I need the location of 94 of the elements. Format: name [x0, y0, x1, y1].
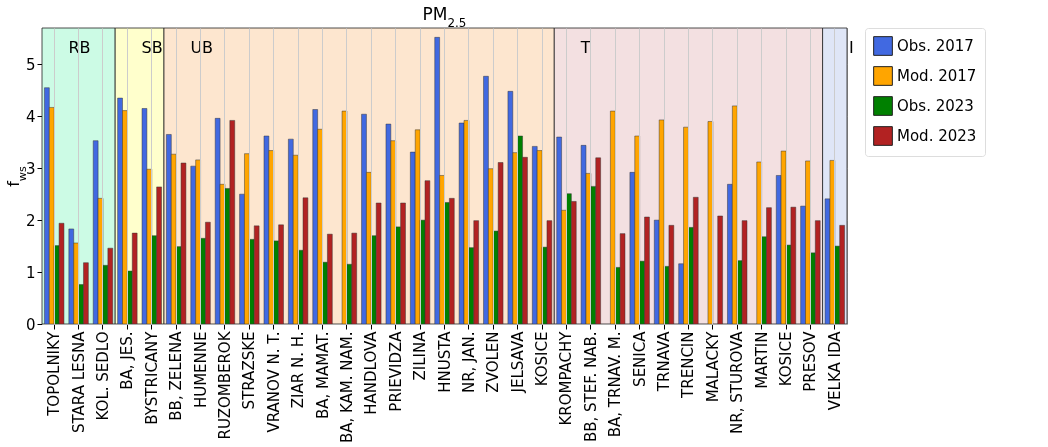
- bar: [131, 232, 138, 325]
- bar: [341, 110, 348, 325]
- x-tick-label: SENICA: [630, 330, 649, 387]
- bar: [375, 202, 382, 325]
- band-label: RB: [68, 38, 91, 57]
- x-tick-label: BB, ZELENA: [167, 330, 186, 421]
- bar: [83, 262, 89, 325]
- x-tick-label: TRENCIN: [679, 331, 698, 399]
- band-label: I: [849, 38, 854, 57]
- bar: [205, 221, 211, 325]
- x-tick-label: ZVOLEN: [484, 331, 503, 393]
- x-tick-label: NR, STUROVA: [728, 330, 747, 434]
- x-tick-label: PRESOV: [801, 330, 820, 392]
- x-tick-label: TRNAVA: [655, 330, 674, 393]
- y-tick-label: 2: [25, 211, 36, 230]
- bar: [507, 91, 514, 325]
- bar: [741, 220, 748, 325]
- bar: [166, 134, 172, 325]
- y-tick-label: 1: [25, 263, 36, 282]
- x-tick-label: BA, JES.: [118, 331, 137, 390]
- bar: [351, 232, 357, 325]
- bar: [483, 75, 489, 325]
- bar: [117, 97, 123, 325]
- x-tick-label: VRANOV N. T.: [264, 331, 283, 433]
- bar: [780, 150, 787, 325]
- x-tick-label: HANDLOVA: [362, 330, 381, 415]
- x-tick-label: BA, KAM. NAM.: [337, 331, 356, 444]
- bar: [449, 198, 455, 325]
- bar: [619, 233, 626, 325]
- bar: [312, 109, 318, 325]
- bar: [497, 162, 504, 325]
- bar: [229, 120, 236, 325]
- y-tick-label: 4: [25, 107, 36, 126]
- x-tick-label: HUMENNE: [191, 331, 210, 409]
- legend-label: Mod. 2023: [897, 127, 977, 145]
- bar: [532, 146, 538, 325]
- x-tick-label: STARA LESNA: [69, 330, 88, 433]
- x-tick-label: HNUSTA: [435, 330, 454, 393]
- x-tick-label: MARTIN: [752, 331, 771, 389]
- bar: [839, 225, 845, 325]
- bar: [756, 161, 762, 325]
- legend-label: Mod. 2017: [897, 67, 977, 85]
- bar: [278, 224, 284, 325]
- x-tick-label: KOSICE: [533, 331, 552, 387]
- bar: [361, 113, 367, 325]
- bar: [44, 87, 50, 325]
- x-tick-label: BA, MAMAT.: [313, 331, 332, 419]
- bar: [400, 202, 406, 325]
- bar: [68, 228, 75, 325]
- y-tick-label: 5: [25, 55, 36, 74]
- chart-title: PM$_{2.5}$: [422, 3, 467, 30]
- x-tick-label: BYSTRICANY: [142, 330, 161, 425]
- bar: [814, 220, 821, 325]
- x-tick-label: JELSAVA: [508, 330, 527, 394]
- bar: [156, 186, 162, 325]
- x-tick-label: KOSICE: [777, 331, 796, 387]
- bar: [766, 207, 772, 325]
- x-tick-label: NR, JAN.: [459, 331, 478, 394]
- bar: [434, 37, 440, 325]
- bar: [141, 108, 148, 325]
- bar: [263, 135, 270, 325]
- bar: [693, 196, 699, 325]
- legend-label: Obs. 2023: [897, 97, 974, 115]
- bar: [253, 225, 260, 325]
- bar: [327, 233, 333, 325]
- y-tick-label: 3: [25, 159, 36, 178]
- bar: [556, 136, 562, 325]
- band-label: SB: [141, 38, 163, 57]
- x-tick-label: PRIEVIDZA: [386, 330, 405, 412]
- bar: [595, 157, 601, 325]
- legend-label: Obs. 2017: [897, 37, 974, 55]
- bar: [707, 121, 714, 325]
- x-tick-label: RUZOMBEROK: [215, 330, 234, 440]
- x-tick-label: BB, STEF. NAB.: [581, 331, 600, 443]
- bar: [385, 123, 392, 325]
- x-tick-label: ZILINA: [411, 330, 430, 381]
- bar: [610, 110, 616, 325]
- y-tick-label: 0: [25, 315, 36, 334]
- x-tick-label: ZIAR N. H.: [289, 331, 308, 409]
- bar: [644, 216, 650, 325]
- bar: [107, 247, 114, 325]
- x-tick-label: KROMPACHY: [557, 330, 576, 426]
- bar: [180, 162, 187, 325]
- x-tick-label: BA, TRNAV. M.: [606, 331, 625, 438]
- x-tick-label: MALACKY: [703, 330, 722, 403]
- x-tick-label: STRAZSKE: [240, 331, 259, 410]
- x-tick-label: TOPOLNIKY: [45, 330, 64, 417]
- band-label: T: [579, 38, 591, 57]
- bar: [288, 138, 294, 325]
- bar: [717, 215, 723, 325]
- bar: [58, 222, 65, 325]
- x-tick-label: KOL. SEDLO: [93, 331, 112, 421]
- bar: [473, 220, 479, 325]
- x-tick-label: VELKA IDA: [825, 330, 844, 411]
